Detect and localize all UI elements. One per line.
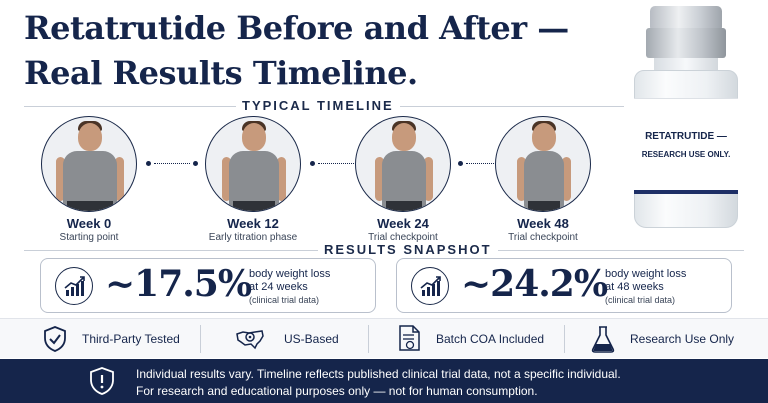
vial-label-usage: RESEARCH USE ONLY.	[641, 149, 731, 159]
warning-shield-icon	[90, 367, 114, 395]
result-description: body weight loss	[249, 268, 331, 280]
feature-label: Research Use Only	[630, 332, 735, 346]
disclaimer-line-1: Individual results vary. Timeline reflec…	[136, 367, 621, 381]
feature-label: Batch COA Included	[436, 332, 545, 346]
result-value: ~17.5%	[105, 263, 252, 305]
result-description: body weight loss	[605, 268, 687, 280]
result-card-24-weeks: ~17.5% body weight loss at 24 weeks (cli…	[40, 258, 376, 313]
result-timeframe: at 24 weeks	[249, 281, 308, 293]
title-line-2: Real Results Timeline.	[24, 54, 418, 92]
result-card-48-weeks: ~24.2% body weight loss at 48 weeks (cli…	[396, 258, 732, 313]
feature-divider	[200, 325, 201, 353]
person-photo	[355, 116, 451, 212]
stage-week-label: Week 0	[66, 216, 112, 231]
stage-week-label: Week 12	[227, 216, 279, 231]
feature-research-use-only: Research Use Only	[588, 319, 734, 359]
result-source-note: (clinical trial data)	[605, 295, 676, 305]
features-strip: Third-Party Tested US-Based Batch COA In…	[0, 318, 768, 358]
vial-label-name: RETATRUTIDE —	[645, 130, 727, 142]
timeline-section-label: TYPICAL TIMELINE	[236, 98, 400, 113]
stage-description: Trial checkpoint	[508, 232, 578, 243]
result-timeframe: at 48 weeks	[605, 281, 664, 293]
page-title: Retatrutide Before and After — Real Resu…	[24, 6, 604, 96]
trend-chart-icon	[55, 267, 93, 305]
feature-us-based: US-Based	[228, 319, 339, 359]
result-source-note: (clinical trial data)	[249, 295, 320, 305]
stage-week-label: Week 48	[517, 216, 569, 231]
person-photo	[205, 116, 301, 212]
feature-label: US-Based	[284, 332, 339, 346]
feature-divider	[564, 325, 565, 353]
stage-description: Trial checkpoint	[368, 232, 438, 243]
feature-third-party-tested: Third-Party Tested	[40, 319, 180, 359]
snapshot-section-label: RESULTS SNAPSHOT	[318, 242, 498, 257]
trend-chart-icon	[411, 267, 449, 305]
stage-week-label: Week 24	[377, 216, 429, 231]
title-line-1: Retatrutide Before and After —	[24, 9, 569, 47]
product-vial-image: RETATRUTIDE — RESEARCH USE ONLY.	[628, 6, 744, 228]
feature-divider	[368, 325, 369, 353]
person-photo	[495, 116, 591, 212]
feature-batch-coa: Batch COA Included	[394, 319, 544, 359]
disclaimer-line-2: For research and educational purposes on…	[136, 384, 538, 398]
stage-description: Starting point	[59, 232, 119, 243]
certificate-document-icon	[399, 325, 420, 351]
timeline-stage-week-12: Week 12 Early titration phase	[200, 116, 306, 243]
stage-description: Early titration phase	[208, 232, 298, 243]
feature-label: Third-Party Tested	[82, 332, 180, 346]
vial-cap	[650, 6, 722, 32]
flask-icon	[591, 326, 615, 353]
us-map-pin-icon	[236, 330, 264, 350]
timeline-stage-week-24: Week 24 Trial checkpoint	[350, 116, 456, 243]
disclaimer-footer: Individual results vary. Timeline reflec…	[0, 359, 768, 403]
timeline-stage-week-0: Week 0 Starting point	[36, 116, 142, 243]
result-value: ~24.2%	[461, 263, 608, 305]
shield-check-icon	[44, 326, 66, 352]
vial-label: RETATRUTIDE — RESEARCH USE ONLY.	[634, 98, 738, 194]
person-photo	[41, 116, 137, 212]
timeline-connector	[146, 159, 198, 167]
timeline-stage-week-48: Week 48 Trial checkpoint	[490, 116, 596, 243]
